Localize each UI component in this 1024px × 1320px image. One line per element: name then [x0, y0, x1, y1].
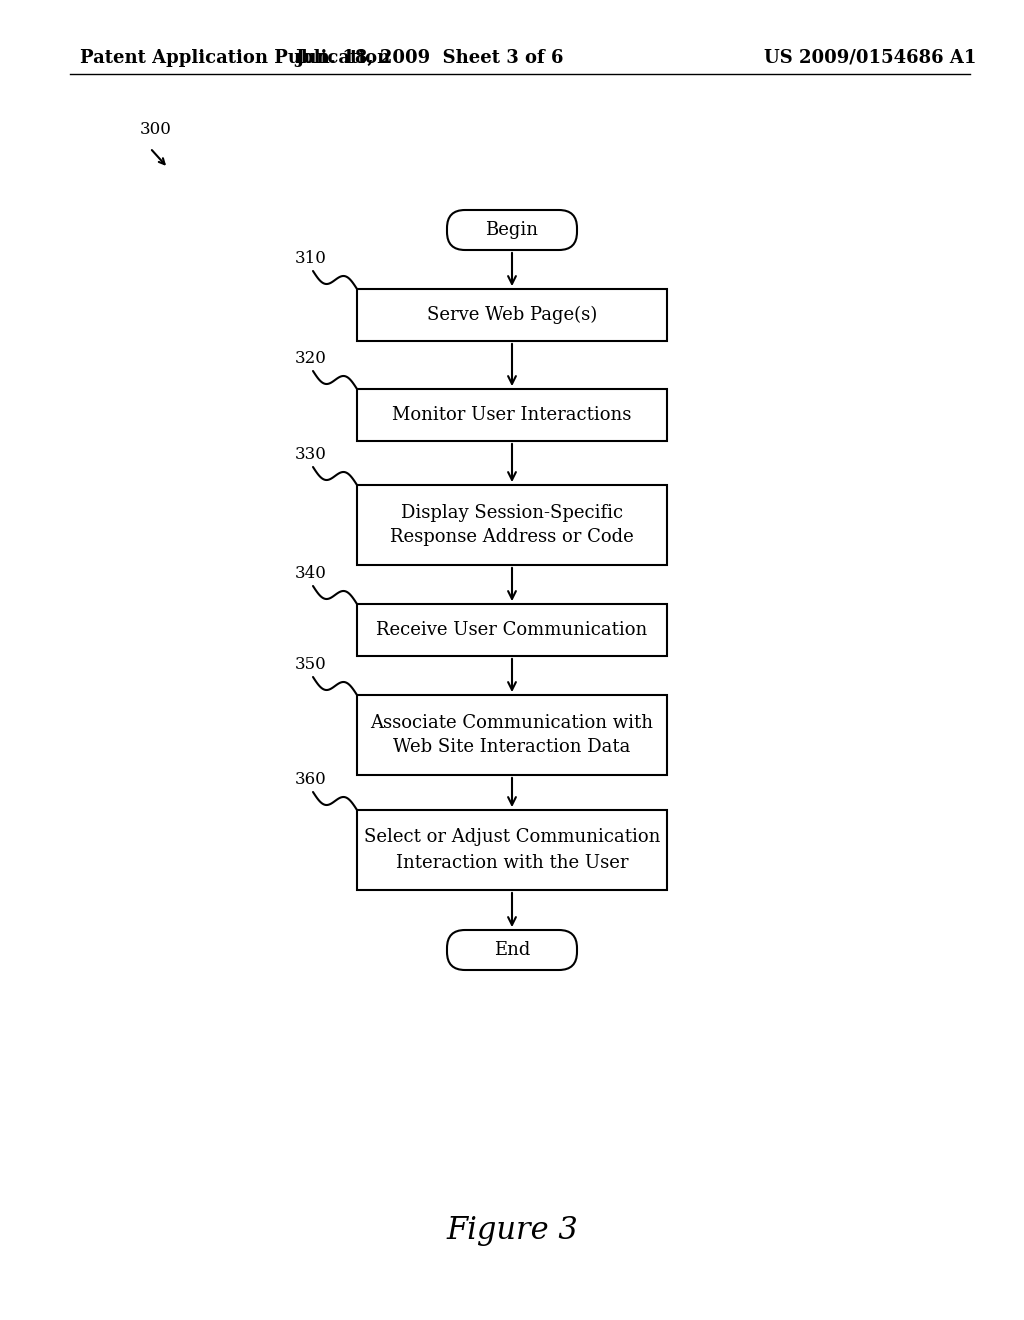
Text: 340: 340	[295, 565, 327, 582]
FancyBboxPatch shape	[447, 210, 577, 249]
Text: 360: 360	[295, 771, 327, 788]
Text: Jun. 18, 2009  Sheet 3 of 6: Jun. 18, 2009 Sheet 3 of 6	[296, 49, 564, 67]
Bar	[357, 484, 667, 565]
Text: Begin: Begin	[485, 220, 539, 239]
Text: 320: 320	[295, 350, 327, 367]
Text: Monitor User Interactions: Monitor User Interactions	[392, 407, 632, 424]
Text: Serve Web Page(s): Serve Web Page(s)	[427, 306, 597, 325]
Text: 310: 310	[295, 249, 327, 267]
Text: End: End	[494, 941, 530, 960]
Bar	[357, 289, 667, 341]
Text: Patent Application Publication: Patent Application Publication	[80, 49, 390, 67]
Text: Receive User Communication: Receive User Communication	[377, 620, 647, 639]
Bar	[357, 810, 667, 890]
Text: Figure 3: Figure 3	[446, 1214, 578, 1246]
Bar	[357, 389, 667, 441]
Text: Associate Communication with
Web Site Interaction Data: Associate Communication with Web Site In…	[371, 714, 653, 756]
Bar	[357, 696, 667, 775]
Text: 300: 300	[140, 121, 172, 139]
Text: Display Session-Specific
Response Address or Code: Display Session-Specific Response Addres…	[390, 503, 634, 546]
Text: 350: 350	[295, 656, 327, 673]
FancyBboxPatch shape	[447, 931, 577, 970]
Text: 330: 330	[295, 446, 327, 463]
Text: Select or Adjust Communication
Interaction with the User: Select or Adjust Communication Interacti…	[364, 829, 660, 871]
Bar	[357, 605, 667, 656]
Text: US 2009/0154686 A1: US 2009/0154686 A1	[764, 49, 976, 67]
